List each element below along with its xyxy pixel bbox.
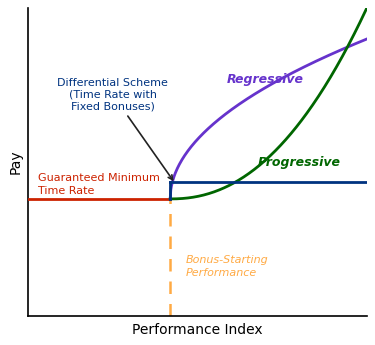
Text: Differential Scheme
(Time Rate with
Fixed Bonuses): Differential Scheme (Time Rate with Fixe… [57, 78, 172, 180]
Text: Bonus-Starting
Performance: Bonus-Starting Performance [185, 255, 268, 278]
Text: Regressive: Regressive [226, 72, 303, 86]
Y-axis label: Pay: Pay [8, 150, 22, 174]
Text: Progressive: Progressive [257, 156, 340, 168]
X-axis label: Performance Index: Performance Index [132, 323, 262, 337]
Text: Guaranteed Minimum
Time Rate: Guaranteed Minimum Time Rate [38, 174, 160, 196]
